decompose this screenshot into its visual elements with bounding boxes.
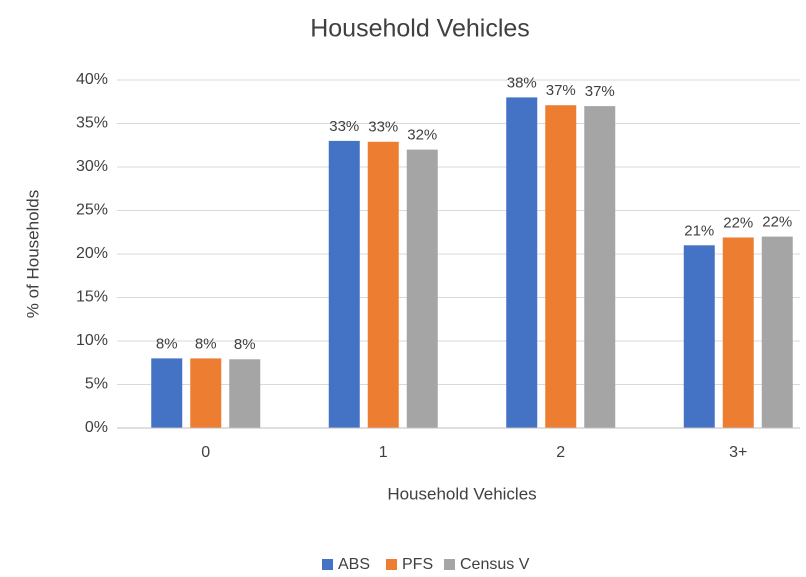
- legend-swatch: [386, 559, 397, 570]
- bar: [328, 140, 360, 428]
- legend-swatch: [444, 559, 455, 570]
- data-label: 37%: [585, 83, 615, 100]
- data-label: 8%: [195, 335, 217, 352]
- data-label: 33%: [368, 119, 398, 136]
- x-tick-label: 2: [556, 444, 565, 461]
- data-label: 38%: [507, 74, 537, 91]
- x-tick-label: 3+: [729, 444, 747, 461]
- bar: [367, 141, 399, 428]
- y-tick-label: 5%: [85, 376, 108, 393]
- bar: [584, 106, 616, 428]
- y-tick-label: 15%: [76, 289, 108, 306]
- legend-swatch: [322, 559, 333, 570]
- y-tick-label: 0%: [85, 419, 108, 436]
- x-axis-label: Household Vehicles: [387, 484, 536, 503]
- y-tick-label: 40%: [76, 71, 108, 88]
- bar: [229, 359, 261, 428]
- y-tick-label: 25%: [76, 202, 108, 219]
- bar: [151, 358, 183, 428]
- bar: [722, 237, 754, 428]
- bar: [190, 358, 222, 428]
- data-label: 8%: [234, 336, 256, 353]
- y-tick-label: 10%: [76, 332, 108, 349]
- legend-label: PFS: [402, 556, 433, 573]
- x-tick-label: 0: [201, 444, 210, 461]
- data-label: 33%: [329, 118, 359, 135]
- y-tick-label: 35%: [76, 115, 108, 132]
- y-axis-label: % of Households: [23, 190, 42, 319]
- bar: [506, 97, 538, 429]
- bar: [406, 149, 438, 428]
- chart-title: Household Vehicles: [310, 15, 530, 43]
- x-tick-label: 1: [379, 444, 388, 461]
- data-label: 8%: [156, 335, 178, 352]
- bar: [683, 245, 715, 428]
- data-label: 22%: [762, 214, 792, 231]
- y-tick-label: 20%: [76, 245, 108, 262]
- legend-label: Census V: [460, 556, 530, 573]
- bar: [545, 105, 577, 428]
- data-label: 21%: [684, 222, 714, 239]
- bar: [761, 236, 793, 428]
- legend-label: ABS: [338, 556, 370, 573]
- data-label: 37%: [546, 82, 576, 99]
- data-label: 32%: [407, 127, 437, 144]
- data-label: 22%: [723, 214, 753, 231]
- y-tick-label: 30%: [76, 158, 108, 175]
